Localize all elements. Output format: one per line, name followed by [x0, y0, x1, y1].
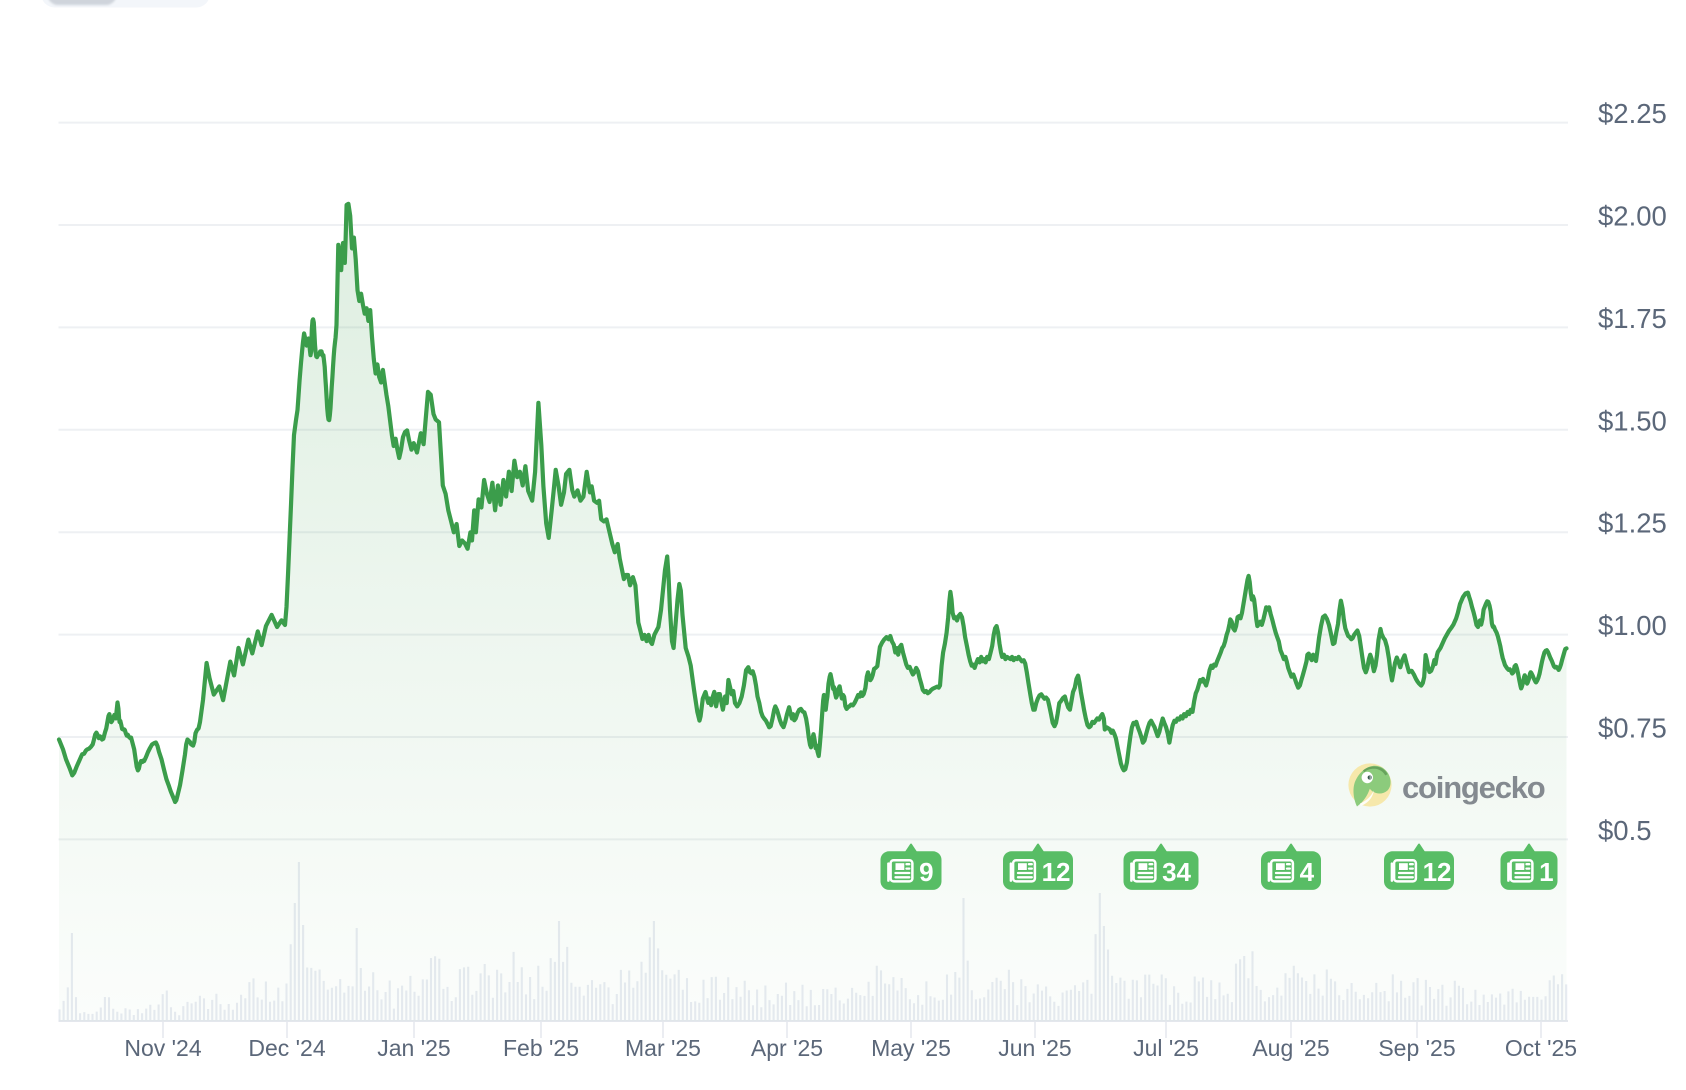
svg-text:9: 9 [919, 857, 933, 887]
svg-text:coingecko: coingecko [1402, 770, 1545, 805]
svg-text:Sep '25: Sep '25 [1378, 1035, 1455, 1061]
svg-text:Apr '25: Apr '25 [751, 1035, 823, 1061]
svg-text:May '25: May '25 [871, 1035, 951, 1061]
svg-text:$1.00: $1.00 [1598, 610, 1667, 641]
svg-text:$2.25: $2.25 [1598, 98, 1667, 129]
svg-text:Jan '25: Jan '25 [377, 1035, 450, 1061]
svg-text:$0.75: $0.75 [1598, 713, 1667, 744]
svg-text:Jul '25: Jul '25 [1133, 1035, 1199, 1061]
svg-text:4: 4 [1300, 857, 1315, 887]
svg-text:Oct '25: Oct '25 [1505, 1035, 1577, 1061]
svg-text:Feb '25: Feb '25 [503, 1035, 579, 1061]
svg-text:$1.75: $1.75 [1598, 303, 1667, 334]
svg-text:$1.50: $1.50 [1598, 405, 1667, 436]
svg-text:34: 34 [1162, 857, 1191, 887]
svg-text:$2.00: $2.00 [1598, 201, 1667, 232]
svg-text:Mar '25: Mar '25 [625, 1035, 701, 1061]
svg-text:12: 12 [1423, 857, 1452, 887]
svg-text:$1.25: $1.25 [1598, 508, 1667, 539]
svg-text:Jun '25: Jun '25 [998, 1035, 1071, 1061]
svg-text:1: 1 [1539, 857, 1553, 887]
svg-text:Aug '25: Aug '25 [1252, 1035, 1329, 1061]
svg-text:Dec '24: Dec '24 [248, 1035, 325, 1061]
svg-text:Nov '24: Nov '24 [124, 1035, 201, 1061]
svg-text:$0.5: $0.5 [1598, 815, 1652, 846]
svg-text:12: 12 [1042, 857, 1071, 887]
